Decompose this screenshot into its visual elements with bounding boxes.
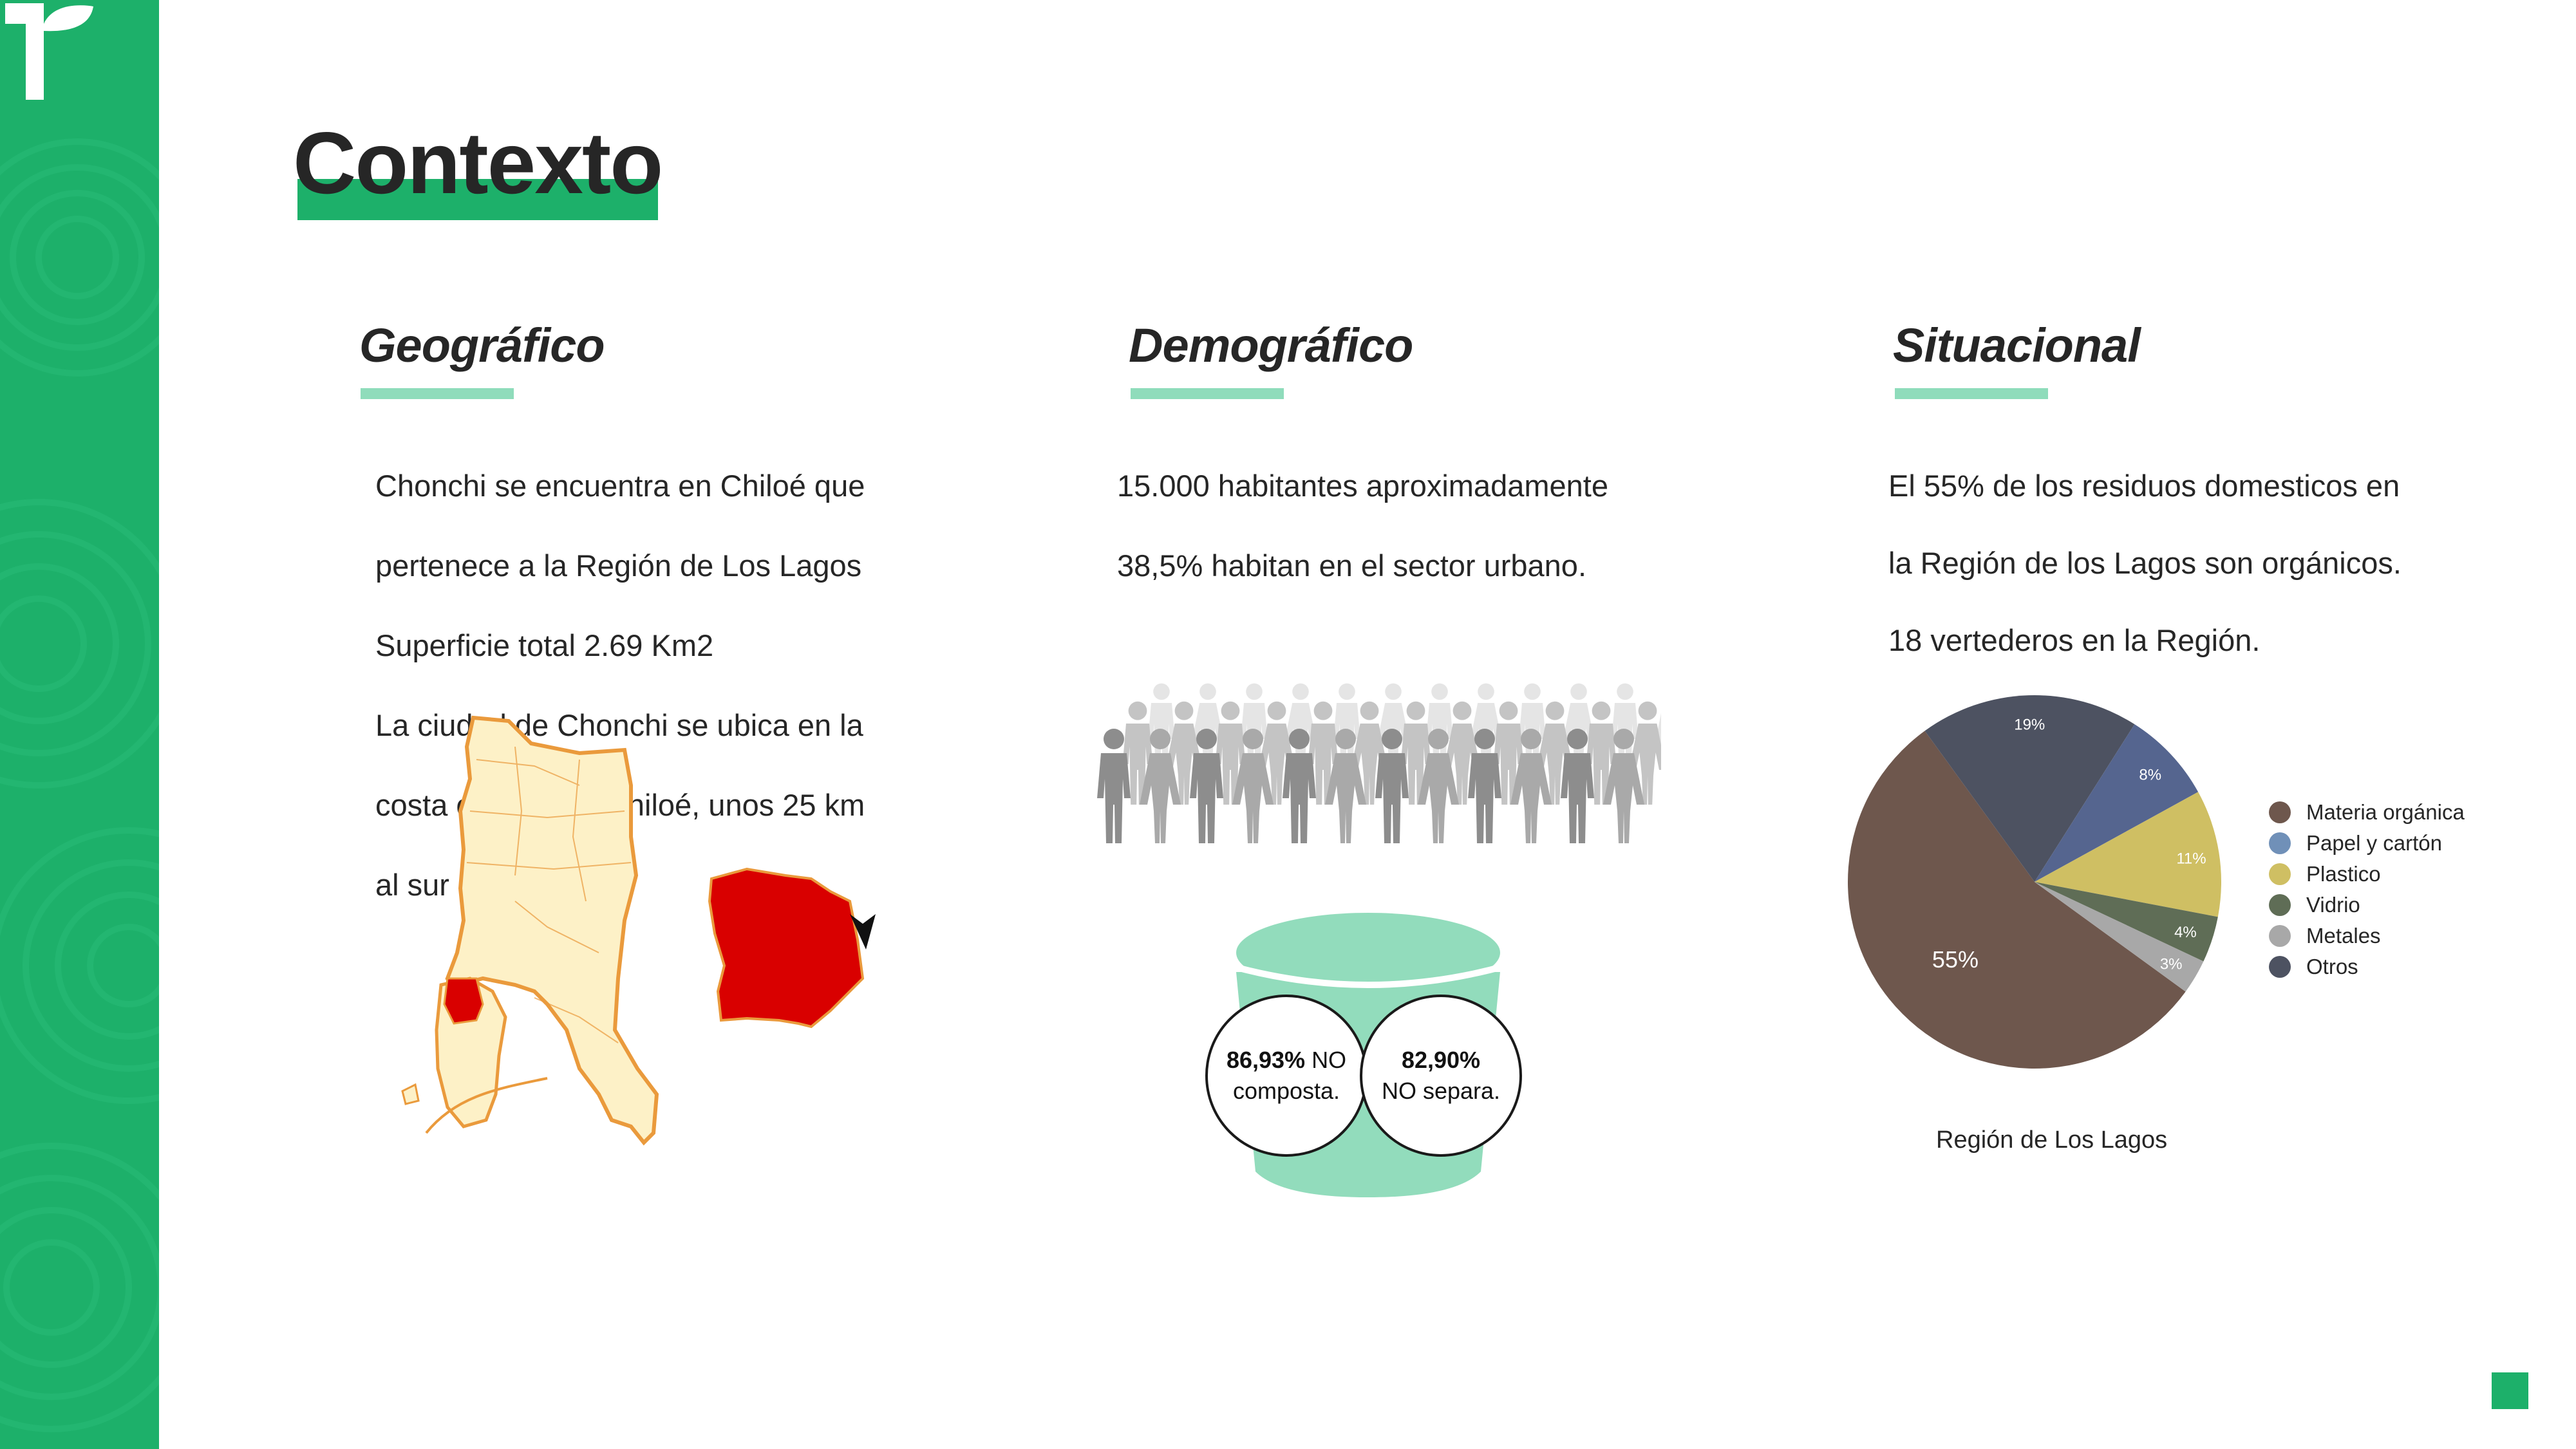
person-icon: [1122, 701, 1153, 805]
person-icon: [1443, 701, 1481, 805]
pie-legend: Materia orgánica Papel y cartón Plastico…: [2269, 797, 2465, 982]
person-icon: [1190, 729, 1223, 843]
section-title-demografico: Demográfico: [1129, 319, 1413, 372]
people-crowd-icon: [1097, 683, 1661, 843]
person-icon: [1629, 701, 1661, 805]
pie-slice-label: 8%: [2139, 766, 2161, 783]
section-underline-demografico: [1131, 388, 1284, 399]
sidebar-pattern: [0, 138, 159, 1432]
person-icon: [1586, 701, 1617, 805]
text-line: El 55% de los residuos domesticos en: [1888, 469, 2400, 503]
person-icon: [1140, 729, 1181, 843]
pie-slice: [2035, 792, 2221, 917]
text-line: Chonchi se encuentra en Chiloé que: [375, 469, 865, 503]
person-icon: [1258, 701, 1295, 805]
legend-item: Papel y cartón: [2269, 828, 2465, 859]
person-icon: [1308, 701, 1339, 805]
person-icon: [1400, 701, 1431, 805]
text-line: 38,5% habitan en el sector urbano.: [1117, 548, 1587, 583]
pie-slice-label: 3%: [2160, 955, 2183, 973]
person-icon: [1232, 729, 1274, 843]
person-icon: [1325, 729, 1366, 843]
legend-item: Otros: [2269, 951, 2465, 982]
stat-text: NO separa.: [1381, 1078, 1501, 1104]
person-icon: [1468, 729, 1501, 843]
pie-slice-label: 55%: [1932, 946, 1979, 973]
section-underline-geografico: [361, 388, 514, 399]
section-title-situacional: Situacional: [1893, 319, 2141, 372]
legend-swatch: [2269, 956, 2291, 978]
person-icon: [1097, 729, 1131, 843]
legend-swatch: [2269, 894, 2291, 916]
legend-label: Metales: [2306, 924, 2381, 948]
legend-item: Materia orgánica: [2269, 797, 2465, 828]
section-title-geografico: Geográfico: [359, 319, 605, 372]
text-line: la Región de los Lagos son orgánicos.: [1888, 546, 2402, 580]
person-icon: [1165, 701, 1203, 805]
text-line: La ciudad de Chonchi se ubica en la: [375, 708, 863, 742]
stat-no-separa: 82,90% NO separa.: [1360, 995, 1522, 1157]
location-arrow-icon: [850, 914, 876, 949]
legend-item: Vidrio: [2269, 890, 2465, 921]
text-line: Superficie total 2.69 Km2: [375, 628, 714, 662]
person-icon: [1418, 729, 1459, 843]
stat-value: 86,93%: [1226, 1047, 1306, 1073]
pie-slice-label: 11%: [2176, 850, 2206, 867]
title-highlight: [297, 179, 658, 220]
stat-text: NO: [1312, 1047, 1347, 1073]
pie-slice: [2035, 882, 2218, 962]
person-icon: [1536, 701, 1574, 805]
legend-swatch: [2269, 832, 2291, 854]
legend-item: Plastico: [2269, 859, 2465, 890]
pie-slice-label: 19%: [2014, 716, 2045, 734]
legend-label: Plastico: [2306, 862, 2381, 886]
pie-slice: [1848, 731, 2186, 1069]
pie-slice-label: 4%: [2174, 924, 2197, 941]
legend-swatch: [2269, 863, 2291, 885]
legend-swatch: [2269, 925, 2291, 947]
stat-text: composta.: [1232, 1078, 1340, 1104]
person-icon: [1561, 729, 1594, 843]
section-underline-situacional: [1895, 388, 2048, 399]
person-icon: [1510, 729, 1552, 843]
text-line: 15.000 habitantes aproximadamente: [1117, 469, 1608, 503]
legend-label: Papel y cartón: [2306, 831, 2442, 855]
stat-value: 82,90%: [1401, 1047, 1481, 1073]
pie-slice: [2035, 882, 2204, 992]
pie-slice: [2035, 724, 2199, 882]
demografico-text: 15.000 habitantes aproximadamente 38,5% …: [1117, 426, 1608, 626]
legend-label: Otros: [2306, 955, 2358, 978]
legend-item: Metales: [2269, 921, 2465, 951]
text-line: pertenece a la Región de Los Lagos: [375, 548, 862, 583]
legend-label: Materia orgánica: [2306, 800, 2465, 824]
sidebar: [0, 0, 159, 1449]
waste-pie-chart: 55% 19% 8% 11% 4% 3%: [1848, 695, 2221, 1069]
person-icon: [1603, 729, 1644, 843]
los-lagos-region-map: [401, 715, 876, 1146]
slide-corner-marker: [2492, 1372, 2528, 1409]
person-icon: [1493, 701, 1524, 805]
page-title: Contexto: [293, 114, 663, 212]
chart-caption: Región de Los Lagos: [1936, 1126, 2168, 1154]
person-icon: [1351, 701, 1388, 805]
situacional-text: El 55% de los residuos domesticos en la …: [1888, 428, 2402, 698]
brand-logo-icon[interactable]: [0, 0, 97, 103]
pie-slice: [1924, 695, 2135, 882]
text-line: 18 vertederos en la Región.: [1888, 623, 2261, 657]
legend-label: Vidrio: [2306, 893, 2360, 917]
legend-swatch: [2269, 801, 2291, 823]
person-icon: [1283, 729, 1316, 843]
person-icon: [1215, 701, 1246, 805]
person-icon: [1375, 729, 1409, 843]
stat-no-composta: 86,93% NO composta.: [1205, 995, 1368, 1157]
stat-line: 86,93% NO: [1227, 1045, 1346, 1076]
